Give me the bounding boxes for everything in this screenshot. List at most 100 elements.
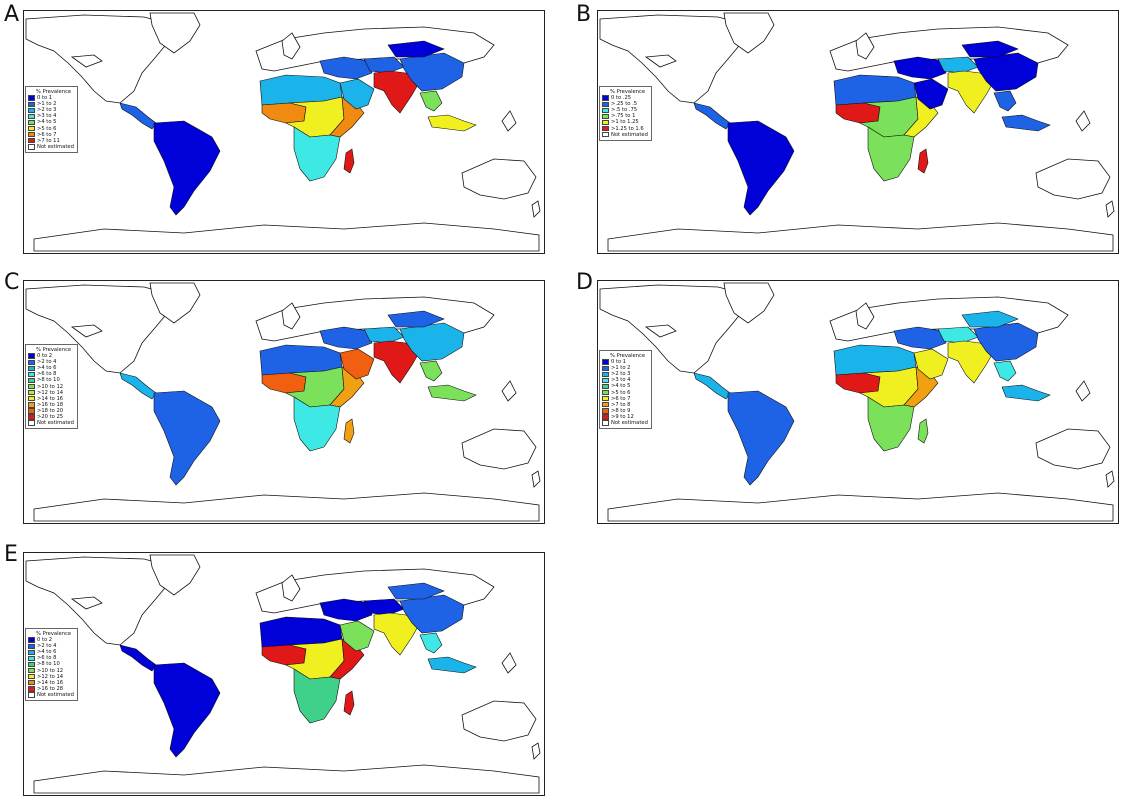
region-china bbox=[399, 52, 465, 92]
region-central-america bbox=[119, 102, 157, 130]
legend-swatch bbox=[28, 390, 35, 396]
legend-swatch bbox=[602, 420, 609, 426]
region-central-america bbox=[693, 372, 731, 400]
legend-swatch bbox=[602, 132, 609, 138]
legend-label: >1.25 to 1.6 bbox=[611, 125, 644, 132]
landmass-outline bbox=[723, 282, 775, 324]
legend-label: >.25 to .5 bbox=[611, 101, 638, 108]
legend-item: >8 to 10 bbox=[28, 661, 74, 667]
map-legend: % Prevalence 0 to .25 >.25 to .5 >.5 to .75… bbox=[599, 86, 652, 141]
legend-swatch bbox=[602, 408, 609, 414]
region-southeast-asia bbox=[419, 90, 443, 112]
landmass-outline bbox=[461, 158, 537, 200]
region-south-asia bbox=[373, 70, 421, 114]
region-mongolia bbox=[387, 582, 445, 600]
legend-swatch bbox=[602, 377, 609, 384]
legend-swatch bbox=[28, 365, 35, 372]
legend-swatch bbox=[602, 107, 609, 114]
region-southern-africa bbox=[867, 126, 915, 182]
region-china bbox=[973, 322, 1039, 362]
legend-swatch bbox=[28, 420, 35, 426]
legend-label: >20 to 25 bbox=[37, 414, 64, 421]
legend-label: Not estimated bbox=[611, 420, 648, 427]
legend-label: 0 to 2 bbox=[37, 637, 53, 644]
legend-item: >20 to 25 bbox=[28, 414, 74, 420]
legend-label: >8 to 10 bbox=[37, 377, 60, 384]
legend-item: >2 to 4 bbox=[28, 643, 74, 649]
legend-swatch bbox=[28, 643, 35, 649]
landmass-outline bbox=[1075, 380, 1091, 402]
legend-label: >2 to 4 bbox=[37, 643, 57, 650]
region-west-africa bbox=[835, 372, 881, 394]
legend-label: Not estimated bbox=[37, 143, 74, 150]
landmass-outline bbox=[501, 380, 517, 402]
panel-label: A bbox=[4, 2, 20, 27]
region-arabia bbox=[913, 78, 949, 110]
legend-item: >12 to 14 bbox=[28, 390, 74, 396]
region-middle-east bbox=[319, 56, 373, 80]
world-map bbox=[23, 280, 545, 524]
legend-item: >4 to 5 bbox=[602, 383, 648, 389]
legend-item: >10 to 12 bbox=[28, 668, 74, 674]
region-central-america bbox=[119, 372, 157, 400]
legend-item: >16 to 18 bbox=[28, 402, 74, 408]
legend-title: % Prevalence bbox=[36, 347, 72, 353]
map-legend: % Prevalence 0 to 2 >2 to 4 >4 to 6 >6 to 8 >… bbox=[25, 344, 78, 430]
legend-label: 0 to 1 bbox=[611, 359, 627, 366]
legend-item: >8 to 9 bbox=[602, 408, 648, 414]
legend-swatch bbox=[28, 402, 35, 408]
landmass-outline bbox=[501, 110, 517, 132]
legend-swatch bbox=[28, 680, 35, 686]
map-legend: % Prevalence 0 to 1 >1 to 2 >2 to 3 >3 to 4 >… bbox=[25, 86, 78, 153]
legend-label: Not estimated bbox=[611, 131, 648, 138]
region-south-asia bbox=[947, 340, 995, 384]
legend-item: >6 to 8 bbox=[28, 371, 74, 377]
region-southeast-asia bbox=[419, 360, 443, 382]
legend-swatch bbox=[28, 655, 35, 662]
landmass-outline bbox=[501, 652, 517, 674]
region-south-america bbox=[727, 120, 795, 216]
landmass-outline bbox=[1035, 428, 1111, 470]
region-madagascar bbox=[917, 418, 929, 444]
legend-item: >3 to 4 bbox=[28, 113, 74, 119]
region-arabia bbox=[339, 78, 375, 110]
legend-swatch bbox=[28, 637, 35, 643]
legend-swatch bbox=[28, 107, 35, 114]
legend-title: % Prevalence bbox=[36, 89, 72, 95]
region-southeast-asia bbox=[993, 90, 1017, 112]
legend-swatch bbox=[602, 396, 609, 402]
legend-label: >1 to 2 bbox=[37, 101, 57, 108]
legend-swatch bbox=[28, 119, 35, 126]
legend-item: >1 to 1.25 bbox=[602, 119, 648, 125]
region-southern-africa bbox=[293, 396, 341, 452]
region-china bbox=[973, 52, 1039, 92]
landmass-outline bbox=[33, 764, 540, 794]
legend-swatch bbox=[28, 692, 35, 698]
legend-swatch bbox=[602, 113, 609, 120]
legend-swatch bbox=[28, 144, 35, 150]
landmass-outline bbox=[281, 574, 301, 602]
legend-item: >9 to 12 bbox=[602, 414, 648, 420]
panel-label: B bbox=[576, 2, 592, 27]
legend-swatch bbox=[28, 113, 35, 120]
landmass-outline bbox=[531, 742, 541, 760]
region-middle-east bbox=[893, 56, 947, 80]
region-south-asia bbox=[373, 612, 421, 656]
region-indonesia bbox=[1001, 114, 1051, 132]
legend-swatch bbox=[602, 359, 609, 365]
legend-title: % Prevalence bbox=[36, 631, 72, 637]
legend-item: >4 to 6 bbox=[28, 649, 74, 655]
legend-swatch bbox=[602, 365, 609, 371]
region-central-asia bbox=[363, 326, 405, 344]
legend-item: >16 to 28 bbox=[28, 686, 74, 692]
region-arabia bbox=[339, 348, 375, 380]
legend-swatch bbox=[28, 377, 35, 384]
region-middle-east bbox=[319, 598, 373, 622]
landmass-outline bbox=[531, 200, 541, 218]
legend-label: >7 to 8 bbox=[611, 401, 631, 408]
legend-item: Not estimated bbox=[28, 420, 74, 426]
legend-swatch bbox=[28, 674, 35, 680]
map-legend: % Prevalence 0 to 1 >1 to 2 >2 to 3 >3 to 4 >… bbox=[599, 350, 652, 430]
legend-label: Not estimated bbox=[37, 420, 74, 427]
legend-label: >6 to 7 bbox=[611, 395, 631, 402]
